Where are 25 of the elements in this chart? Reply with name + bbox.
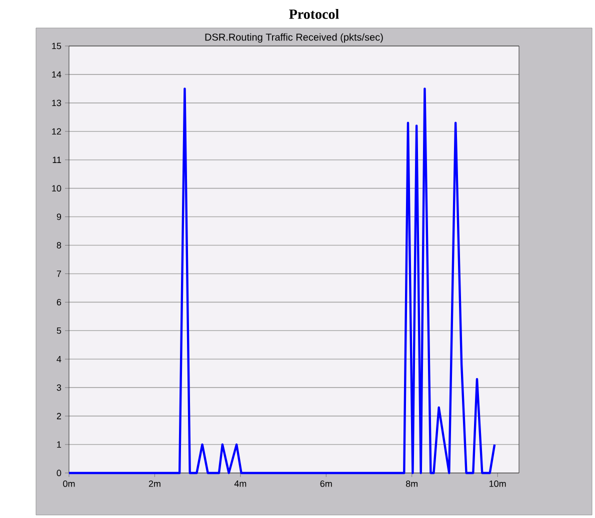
y-tick-label: 9 (56, 214, 62, 220)
y-tick-label: 10 (52, 185, 62, 192)
y-tick-label: 12 (52, 128, 62, 135)
y-tick-label: 11 (52, 156, 62, 163)
y-tick-label: 13 (52, 100, 62, 106)
x-tick-label: 8m (406, 480, 418, 487)
y-tick-label: 0 (56, 470, 62, 476)
x-tick-label: 0m (63, 480, 75, 487)
line-series (68, 88, 496, 474)
y-tick-label: 1 (57, 441, 62, 448)
y-tick-label: 14 (52, 71, 62, 78)
x-tick-label: 2m (148, 480, 160, 487)
x-tick-label: 6m (320, 480, 332, 487)
y-tick-label: 7 (56, 270, 62, 277)
y-tick-label: 4 (56, 356, 62, 362)
chart-title: DSR.Routing Traffic Received (pkts/sec) (205, 33, 383, 43)
x-tick-label: 4m (234, 480, 246, 487)
y-tick-label: 3 (56, 384, 62, 391)
y-tick-label: 6 (56, 298, 62, 306)
text: Protocol (289, 9, 339, 19)
y-tick-label: 15 (52, 42, 62, 50)
y-tick-label: 5 (56, 328, 62, 334)
x-tick-label: 10m (490, 480, 506, 487)
y-tick-label: 8 (56, 242, 62, 248)
y-tick-label: 2 (56, 412, 62, 420)
